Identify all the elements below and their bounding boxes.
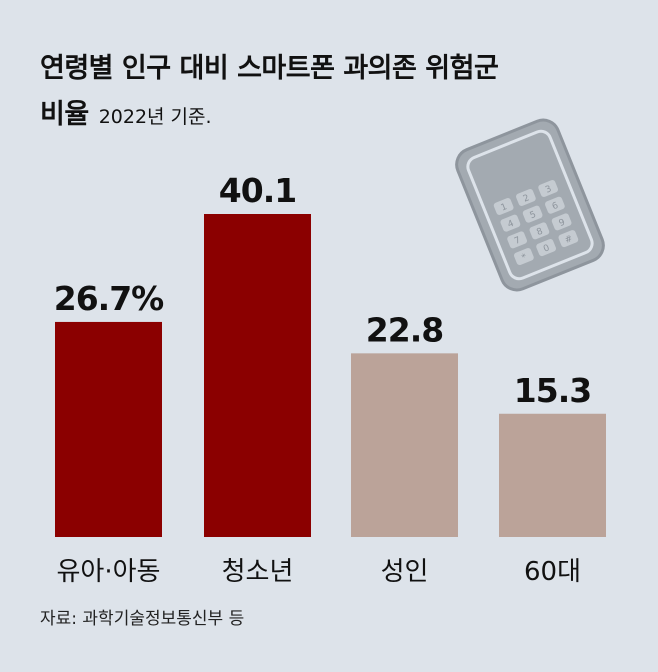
source-note: 자료: 과학기술정보통신부 등 [40, 609, 245, 629]
category-label-2: 청소년 [222, 557, 294, 587]
title-line-2: 비율 2022년 기준. [40, 92, 640, 140]
bar-2 [204, 214, 311, 537]
phone-key [551, 213, 572, 231]
phone-key-label: 0 [542, 243, 551, 255]
title-line-2-text: 비율 [40, 99, 89, 130]
phone-key-label: 9 [558, 217, 567, 229]
category-label-3: 성인 [381, 557, 429, 587]
bar-3 [351, 353, 458, 537]
phone-key-label: 2 [522, 193, 531, 204]
chart-title: 연령별 인구 대비 스마트폰 과의존 위험군 비율 2022년 기준. [40, 46, 640, 140]
phone-key-label: 8 [535, 226, 544, 238]
value-label-4: 15.3 [514, 371, 591, 410]
phone-key-label: 4 [506, 219, 515, 231]
phone-key [493, 197, 514, 215]
phone-key-label: 7 [513, 236, 522, 247]
value-label-1: 26.7% [54, 279, 164, 318]
chart-subtitle: 2022년 기준. [98, 106, 212, 128]
phone-key-label: 3 [544, 184, 553, 195]
phone-key [529, 222, 550, 240]
category-label-1: 유아·아동 [57, 557, 161, 587]
phone-key [513, 248, 534, 266]
phone-key-label: 6 [551, 201, 560, 213]
phone-key-label: 5 [529, 210, 538, 221]
title-line-1: 연령별 인구 대비 스마트폰 과의존 위험군 [40, 53, 499, 84]
phone-key [516, 189, 536, 206]
phone-key [545, 196, 565, 214]
category-label-4: 60대 [524, 557, 581, 587]
bar-1 [55, 321, 162, 537]
phone-key-label: * [520, 252, 528, 263]
phone-key [558, 230, 579, 248]
phone-key [538, 180, 559, 197]
phone-key-label: 1 [500, 202, 509, 213]
bar-4 [499, 413, 606, 537]
phone-key [507, 231, 527, 249]
phone-key [522, 205, 543, 223]
phone-key [500, 214, 521, 232]
phone-key-label: # [564, 234, 575, 246]
value-label-2: 40.1 [219, 171, 296, 210]
value-label-3: 22.8 [366, 310, 443, 349]
phone-key [536, 239, 556, 257]
